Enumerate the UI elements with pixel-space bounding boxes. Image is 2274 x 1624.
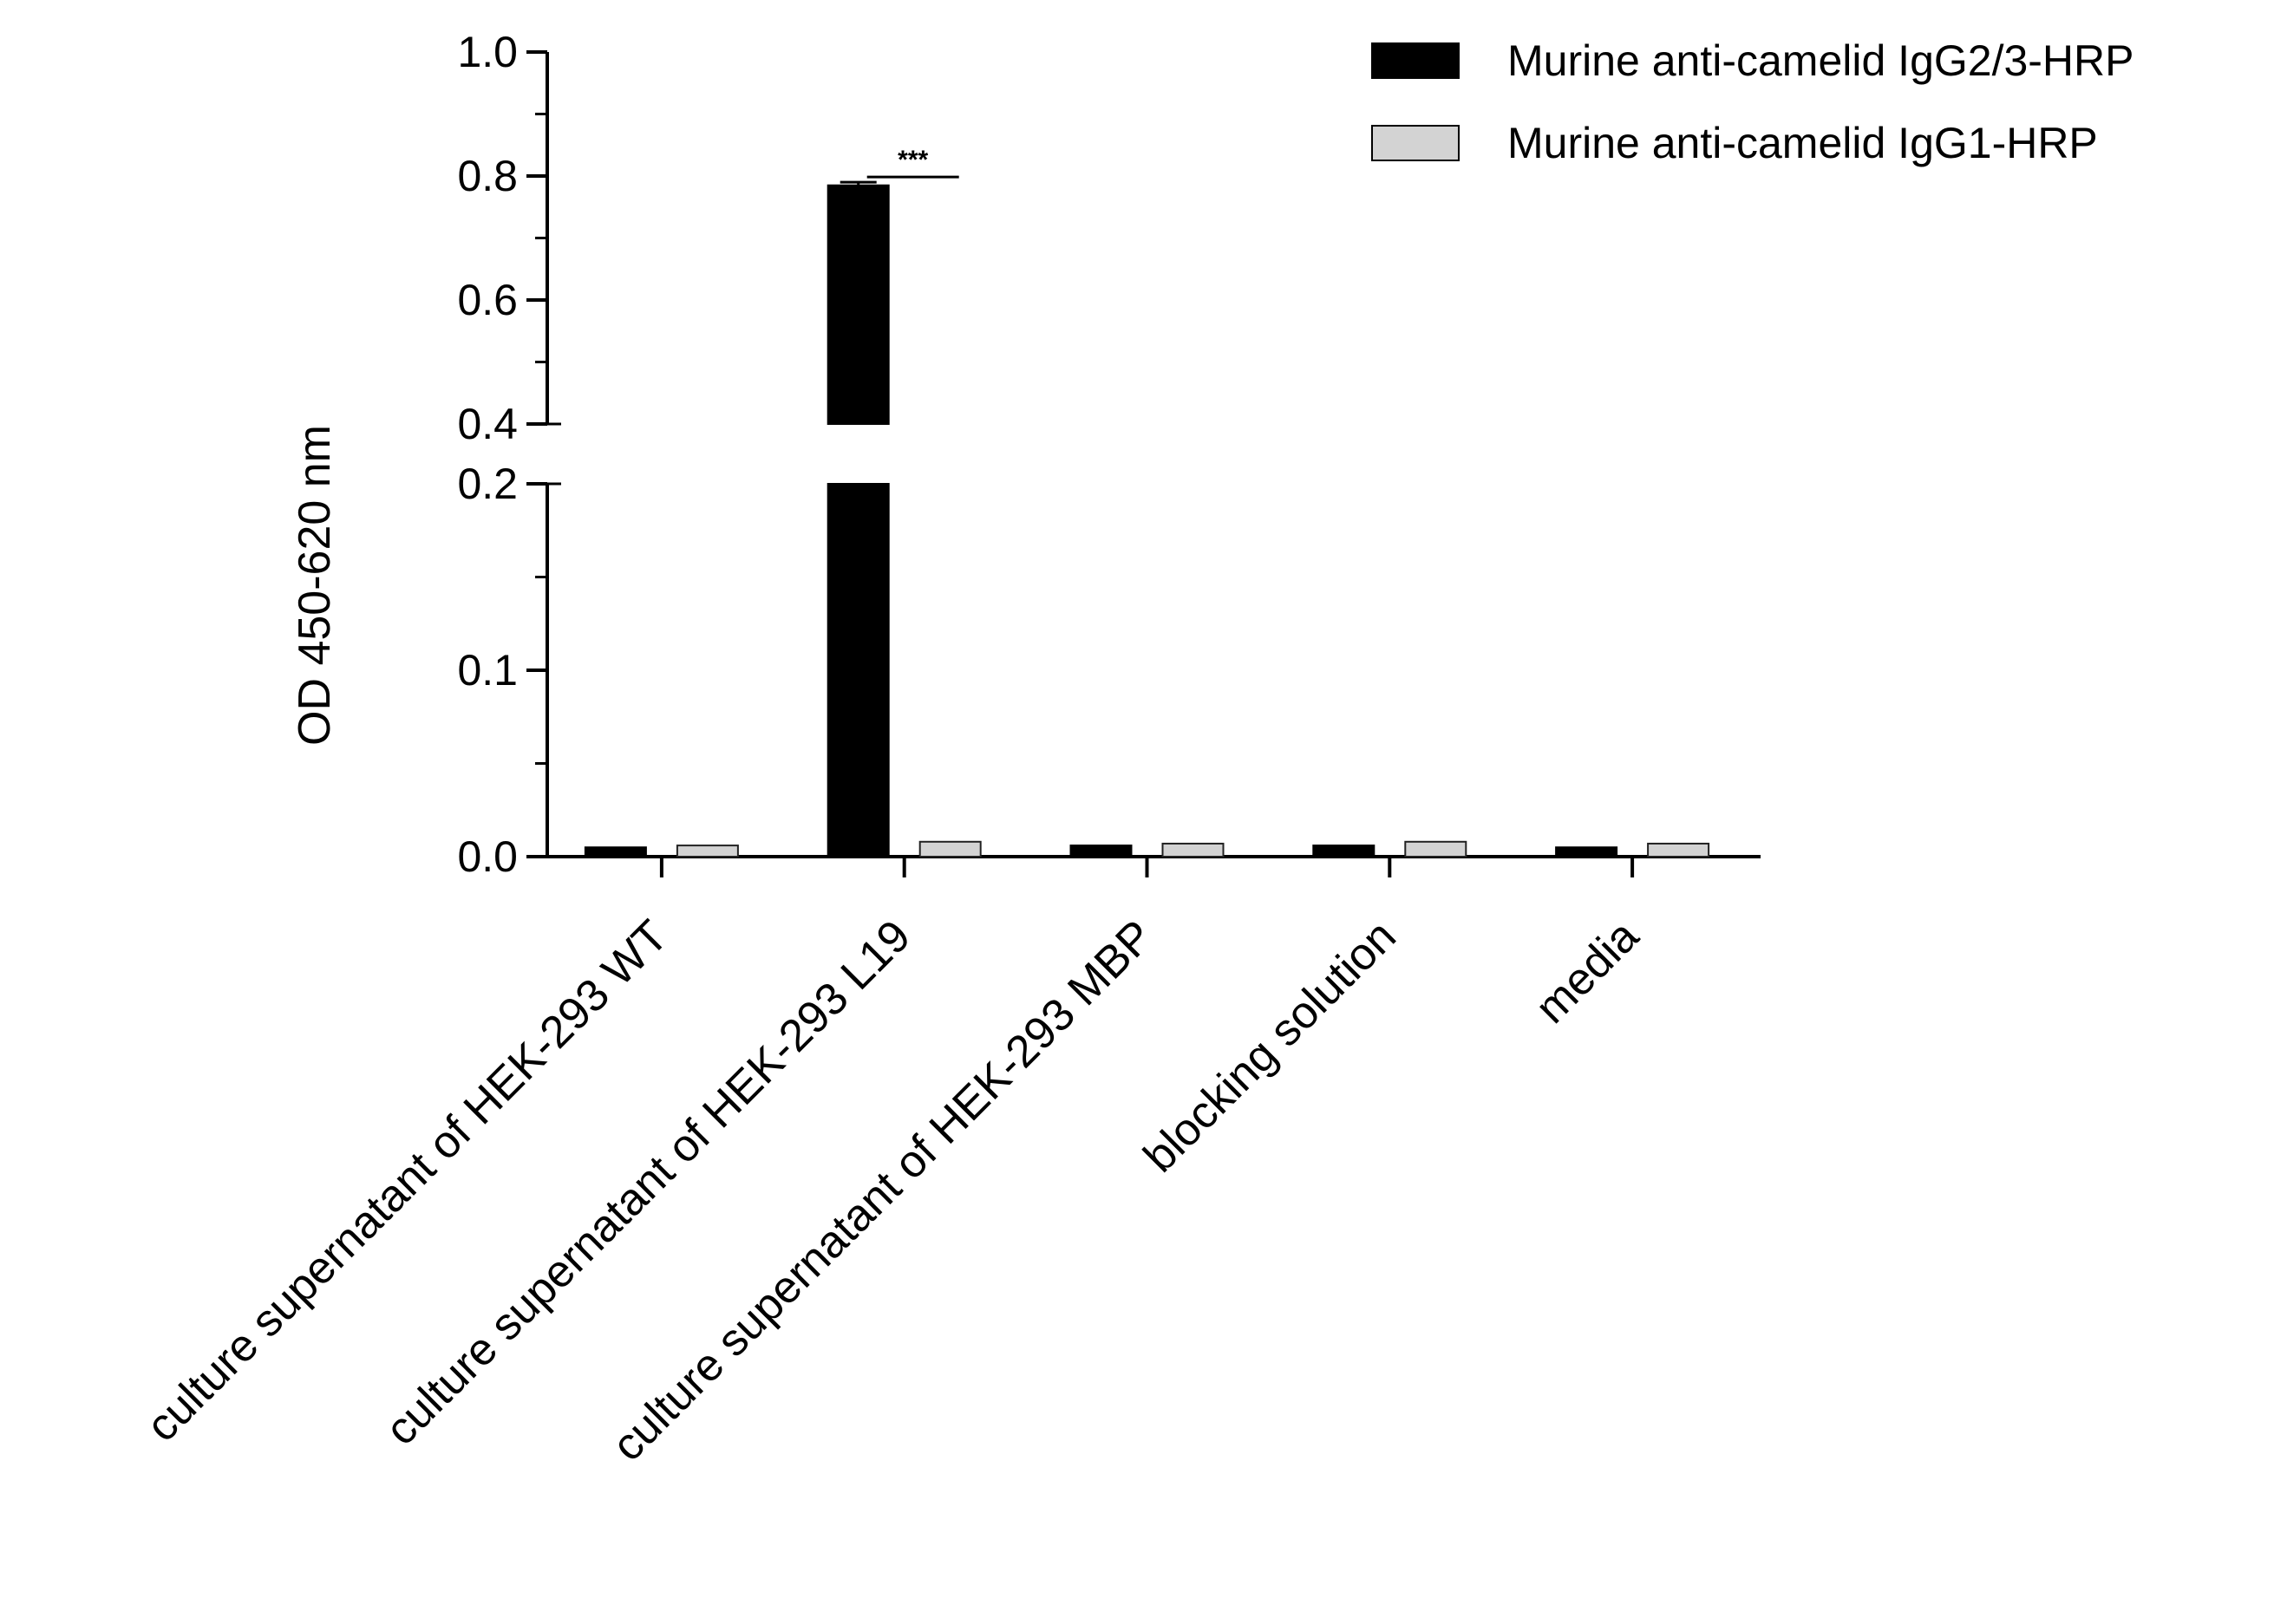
y-tick-label: 0.6 <box>457 276 518 324</box>
x-category-label: culture supernatant of HEK-293 WT <box>137 910 677 1451</box>
bars <box>584 180 1710 858</box>
significance-label: *** <box>898 146 928 174</box>
bar <box>1161 842 1225 858</box>
bar <box>827 483 890 858</box>
y-tick-label: 0.1 <box>457 646 518 695</box>
bar <box>1312 845 1376 858</box>
x-category-label: culture supernatant of HEK-293 MBP <box>603 910 1163 1471</box>
y-tick-label: 0.0 <box>457 832 518 881</box>
legend: Murine anti-camelid IgG2/3-HRP Murine ant… <box>1371 36 2134 167</box>
y-tick-label: 0.2 <box>457 460 518 508</box>
legend-label: Murine anti-camelid IgG1-HRP <box>1507 119 2098 167</box>
x-category-label: blocking solution <box>1134 910 1406 1182</box>
bar <box>1404 840 1467 858</box>
x-category-label: media <box>1526 910 1648 1033</box>
y-tick-label: 1.0 <box>457 28 518 76</box>
annotations: *** <box>866 146 959 179</box>
bar <box>1555 846 1618 858</box>
bar-upper-part <box>827 184 890 425</box>
y-axis-title: OD 450-620 nm <box>290 425 340 746</box>
bar <box>1647 842 1710 858</box>
bar <box>918 840 982 858</box>
x-category-label: culture supernatant of HEK-293 L19 <box>376 910 921 1455</box>
legend-swatch <box>1371 42 1460 79</box>
bar <box>1069 845 1133 858</box>
y-tick-label: 0.4 <box>457 400 518 448</box>
y-tick-label: 0.8 <box>457 152 518 200</box>
y-axis: 0.0 0.1 0.2 0.4 0.6 0.8 1.0 <box>457 28 561 881</box>
legend-label: Murine anti-camelid IgG2/3-HRP <box>1507 36 2134 85</box>
x-axis: culture supernatant of HEK-293 WTculture… <box>137 855 1761 1471</box>
bar <box>584 846 647 858</box>
bar <box>676 845 739 858</box>
legend-swatch <box>1371 125 1460 161</box>
